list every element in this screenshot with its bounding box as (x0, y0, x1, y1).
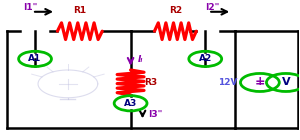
Text: R2: R2 (169, 6, 182, 15)
Text: −: − (255, 78, 265, 91)
Text: I1": I1" (23, 3, 38, 12)
Text: R1: R1 (73, 6, 86, 15)
Text: A2: A2 (199, 54, 212, 63)
Text: Iₗ: Iₗ (138, 55, 143, 64)
Text: R3: R3 (144, 78, 157, 87)
Text: A3: A3 (124, 99, 137, 108)
Text: 12V: 12V (218, 78, 238, 87)
Text: I2": I2" (205, 3, 220, 12)
Text: I3": I3" (148, 110, 163, 119)
Text: A1: A1 (28, 54, 42, 63)
Text: +: + (255, 75, 265, 88)
Text: V: V (282, 77, 290, 88)
